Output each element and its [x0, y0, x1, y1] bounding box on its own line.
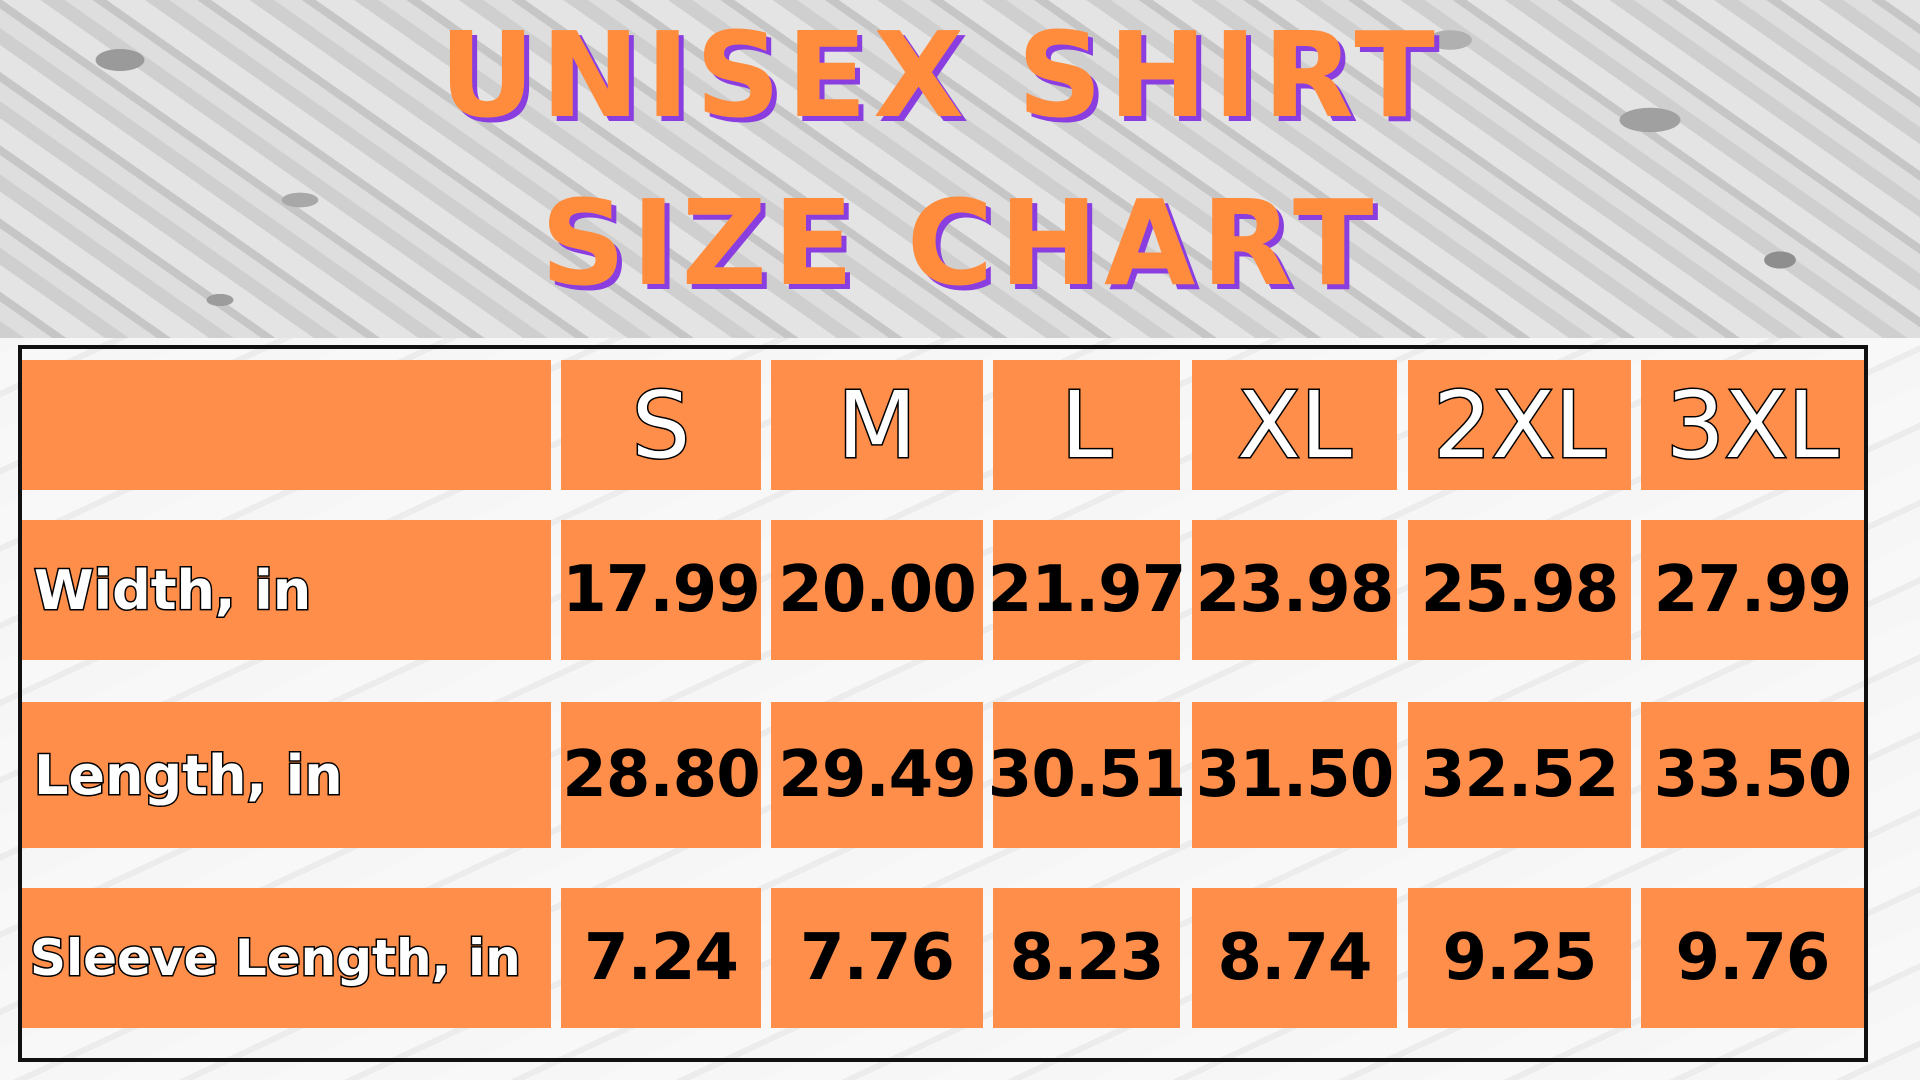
size-header-XL: XL	[1192, 360, 1397, 490]
row-label-text: Length, in	[33, 742, 345, 808]
size-header-3XL-text: 3XL	[1665, 370, 1841, 480]
table-cell-text: 7.24	[584, 921, 739, 995]
table-cell-text: 31.50	[1195, 738, 1394, 812]
table-cell: 30.51	[988, 702, 1186, 848]
table-cell: 25.98	[1408, 520, 1631, 660]
table-cell: 7.76	[771, 888, 983, 1028]
table-cell-text: 9.25	[1442, 921, 1598, 995]
table-cell-text: 32.52	[1420, 738, 1619, 812]
table-cell: 8.74	[1192, 888, 1397, 1028]
size-table: S M L XL 2XL 3XL Width, in 17.99 20.00 21.97 23.98…	[18, 345, 1868, 1062]
title-line-1: Unisex Shirt	[439, 6, 1441, 144]
table-cell: 20.00	[771, 520, 983, 660]
table-cell-text: 30.51	[987, 738, 1186, 812]
size-header-XL-text: XL	[1236, 370, 1353, 480]
camo-background	[0, 0, 1920, 338]
size-header-S-text: S	[630, 370, 691, 480]
table-cell: 28.80	[561, 702, 761, 848]
table-cell: 23.98	[1192, 520, 1397, 660]
row-label: Sleeve Length, in	[22, 888, 551, 1028]
table-cell: 29.49	[771, 702, 983, 848]
table-cell-text: 27.99	[1653, 553, 1852, 627]
table-cell: 32.52	[1408, 702, 1631, 848]
table-cell-text: 20.00	[778, 553, 976, 627]
size-header-L: L	[993, 360, 1180, 490]
size-header-2XL: 2XL	[1408, 360, 1631, 490]
table-cell: 21.97	[988, 520, 1186, 660]
table-cell-text: 28.80	[562, 738, 760, 812]
size-header-2XL-text: 2XL	[1432, 370, 1608, 480]
row-label: Width, in	[22, 520, 551, 660]
table-cell-text: 8.74	[1217, 921, 1373, 995]
title-line-2: Size Chart	[540, 174, 1380, 312]
table-cell-text: 17.99	[562, 553, 760, 627]
table-cell-text: 23.98	[1195, 553, 1394, 627]
table-cell-text: 29.49	[778, 738, 976, 812]
table-cell: 9.76	[1641, 888, 1864, 1028]
table-cell: 27.99	[1641, 520, 1864, 660]
size-header-L-text: L	[1059, 370, 1113, 480]
size-header-S: S	[561, 360, 761, 490]
size-header-M: M	[771, 360, 983, 490]
table-cell: 33.50	[1641, 702, 1864, 848]
table-cell-text: 33.50	[1653, 738, 1852, 812]
header-corner-cell	[22, 360, 551, 490]
table-cell-text: 21.97	[987, 553, 1186, 627]
row-label-text: Sleeve Length, in	[29, 928, 523, 989]
row-label: Length, in	[22, 702, 551, 848]
table-cell-text: 7.76	[800, 921, 955, 995]
table-cell: 8.23	[993, 888, 1180, 1028]
table-cell-text: 9.76	[1675, 921, 1831, 995]
row-label-text: Width, in	[32, 557, 312, 623]
size-header-3XL: 3XL	[1641, 360, 1864, 490]
size-header-M-text: M	[836, 370, 918, 480]
table-cell: 9.25	[1408, 888, 1631, 1028]
table-cell: 17.99	[561, 520, 761, 660]
table-cell-text: 25.98	[1420, 553, 1619, 627]
table-cell: 31.50	[1192, 702, 1397, 848]
table-cell-text: 8.23	[1009, 921, 1165, 995]
table-cell: 7.24	[561, 888, 761, 1028]
